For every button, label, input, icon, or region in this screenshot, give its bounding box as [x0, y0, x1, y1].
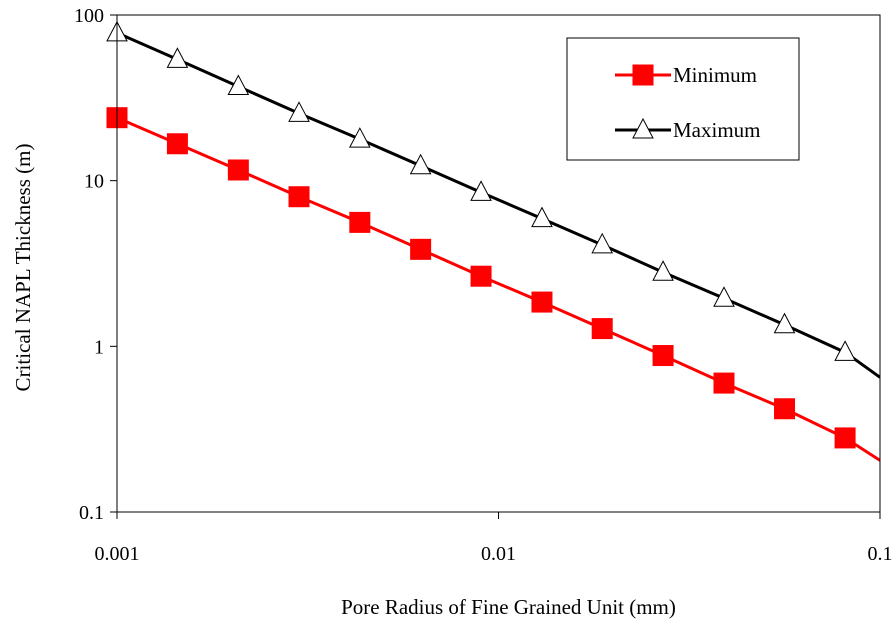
data-point-minimum: [591, 318, 613, 340]
y-tick-label: 100: [74, 5, 104, 27]
data-point-minimum: [531, 291, 553, 313]
legend-box: [566, 37, 800, 161]
data-point-minimum: [652, 345, 674, 367]
y-tick-label: 1: [94, 336, 104, 358]
data-point-maximum: [470, 180, 492, 201]
legend-label-maximum: Maximum: [673, 118, 761, 142]
data-point-maximum: [227, 74, 250, 96]
x-tick-label: 0.01: [481, 543, 516, 565]
data-point-maximum: [834, 340, 856, 361]
series-line-maximum: [117, 31, 880, 379]
data-point-maximum: [288, 101, 310, 122]
data-point-maximum: [166, 47, 189, 68]
data-point-maximum: [652, 260, 674, 281]
plot-area: [106, 20, 880, 462]
data-point-maximum: [591, 232, 614, 254]
legend-marker-minimum: [632, 64, 654, 86]
data-point-minimum: [774, 398, 796, 420]
data-point-maximum: [348, 127, 371, 148]
legend-label-minimum: Minimum: [673, 63, 757, 87]
data-point-maximum: [409, 153, 432, 175]
x-tick-label: 0.1: [868, 543, 893, 565]
x-tick-label: 0.001: [95, 543, 140, 565]
y-tick-label: 10: [84, 171, 104, 193]
x-axis-title: Pore Radius of Fine Grained Unit (mm): [341, 595, 676, 619]
data-point-minimum: [166, 133, 188, 155]
data-point-maximum: [713, 286, 735, 307]
data-point-minimum: [349, 211, 371, 233]
y-tick-label: 0.1: [79, 502, 104, 524]
data-point-minimum: [834, 427, 856, 449]
data-point-minimum: [227, 159, 249, 181]
legend-marker-maximum: [632, 117, 654, 139]
y-axis-title: Critical NAPL Thickness (m): [11, 144, 35, 392]
data-point-minimum: [288, 186, 310, 208]
data-point-minimum: [470, 265, 492, 287]
data-point-minimum: [713, 372, 735, 394]
data-point-minimum: [410, 238, 432, 260]
legend: Minimum Maximum: [566, 37, 800, 161]
data-point-maximum: [773, 312, 796, 334]
data-point-maximum: [531, 206, 553, 228]
axes: 0.1 1 10 100 0.001 0.01 0.1: [74, 5, 893, 565]
